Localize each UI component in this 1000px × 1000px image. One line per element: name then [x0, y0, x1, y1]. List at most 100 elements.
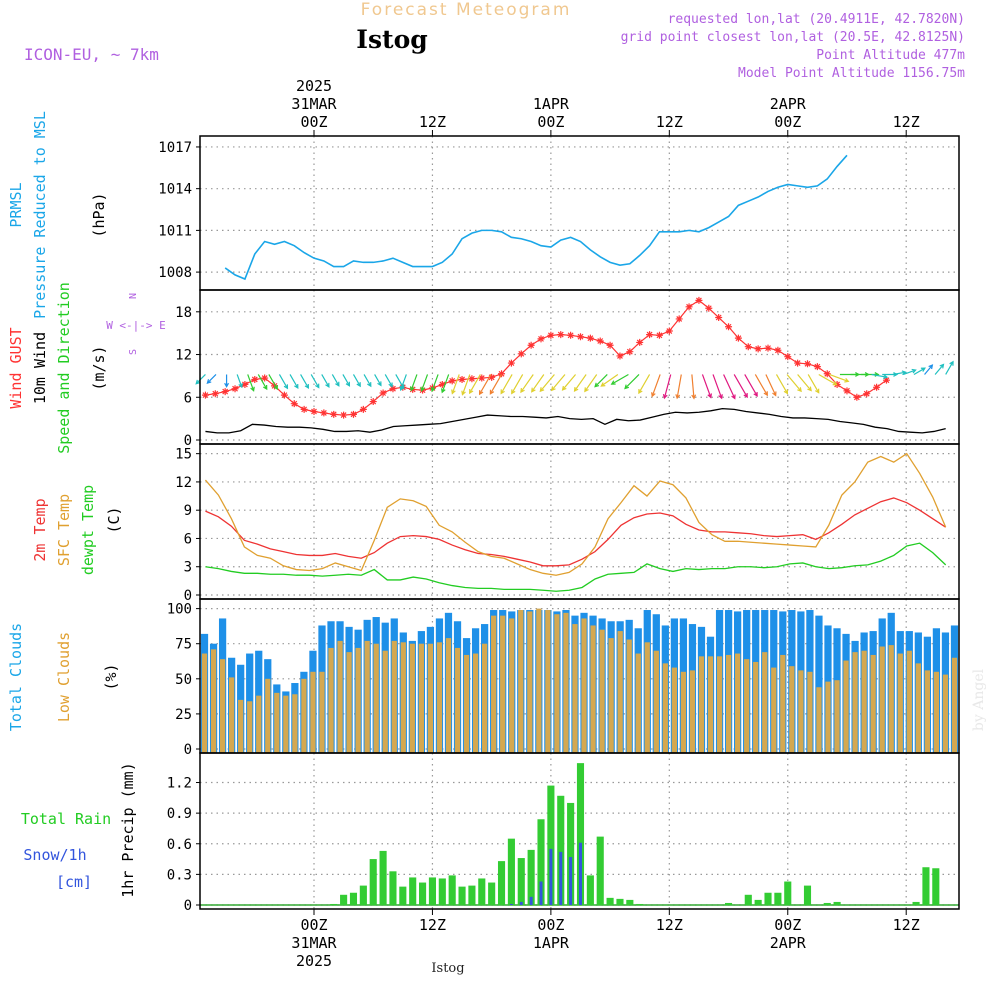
low-clouds-bar: [771, 667, 777, 753]
gust-marker: [537, 335, 545, 343]
rain-bar: [803, 885, 812, 905]
gust-marker: [221, 388, 229, 396]
y-tick-label: 50: [175, 672, 192, 688]
gust-marker: [873, 383, 881, 391]
rain-bar: [576, 763, 585, 905]
wind-speed-dir-label: Speed and Direction: [55, 282, 73, 454]
gust-marker: [853, 393, 861, 401]
station-title: Istog: [356, 25, 427, 54]
gust-marker: [340, 411, 348, 419]
low-clouds-bar: [418, 643, 424, 753]
rain-bar: [606, 897, 614, 905]
y-tick-label: 0.3: [167, 867, 192, 883]
rain-bar: [823, 902, 831, 905]
low-clouds-bar: [852, 652, 858, 753]
gust-marker: [794, 359, 802, 367]
gust-marker: [349, 410, 357, 418]
gust-marker: [468, 375, 476, 383]
gust-marker: [498, 370, 506, 378]
rain-bar: [626, 899, 634, 905]
gust-marker: [438, 380, 446, 388]
gust-marker: [280, 391, 288, 399]
gust-marker: [300, 405, 308, 413]
point-altitude: Point Altitude 477m: [816, 48, 965, 63]
bottom-time-label: 00Z: [537, 916, 564, 934]
low-clouds-bar: [753, 661, 759, 753]
gust-marker: [784, 353, 792, 361]
temp2m-label: 2m Temp: [31, 498, 49, 561]
gust-marker: [646, 331, 654, 339]
rain-bar: [340, 894, 348, 905]
grid-point-coords: grid point closest lon,lat (20.5E, 42.81…: [621, 30, 965, 45]
gust-marker: [616, 352, 624, 360]
rain-bar: [488, 882, 496, 905]
rain-bar: [399, 886, 407, 905]
gust-marker: [211, 390, 219, 398]
rain-bar: [428, 877, 436, 905]
sfc-temp-line: [204, 452, 947, 576]
low-clouds-bar: [671, 667, 677, 753]
wind-direction-arrow: [675, 374, 682, 400]
low-clouds-bar: [635, 653, 641, 753]
wind-direction-arrow: [754, 374, 768, 397]
rain-bar: [567, 802, 575, 905]
low-clouds-bar: [554, 614, 560, 753]
gust-marker: [665, 327, 673, 335]
wind-direction-arrow: [945, 360, 954, 375]
gust-marker: [261, 374, 269, 382]
top-time-label: 2APR: [770, 95, 807, 113]
y-tick-label: 15: [175, 447, 192, 463]
wind-direction-arrow: [723, 374, 736, 400]
top-time-label: 31MAR: [291, 95, 337, 113]
wind-direction-arrow: [374, 374, 382, 387]
y-tick-label: 0: [184, 433, 192, 449]
top-time-label: 12Z: [419, 113, 446, 131]
sfc-temp-label: SFC Temp: [55, 494, 73, 566]
gust-marker: [547, 331, 555, 339]
wind-direction-arrow: [300, 374, 310, 390]
wind-direction-arrow: [352, 374, 361, 388]
low-clouds-bar: [201, 653, 208, 753]
gust-marker: [517, 350, 525, 358]
snow-unit-label: [cm]: [56, 873, 92, 891]
rain-bar: [359, 885, 367, 905]
top-time-label: 00Z: [537, 113, 564, 131]
low-clouds-bar: [265, 678, 271, 753]
gust-marker: [882, 376, 890, 384]
wind-direction-arrow: [691, 374, 697, 400]
low-clouds-bar: [680, 671, 687, 753]
wind-unit-label: (m/s): [90, 345, 108, 390]
snow-bar: [509, 903, 513, 905]
low-clouds-bar: [780, 654, 786, 753]
wind-direction-arrow: [478, 374, 492, 396]
low-clouds-bar: [689, 670, 696, 753]
gust-marker: [527, 341, 535, 349]
total-rain-label: Total Rain: [21, 810, 111, 828]
wind-direction-arrow: [924, 364, 934, 375]
low-clouds-bar: [617, 631, 623, 753]
snow-bar: [578, 842, 582, 905]
gust-marker: [823, 370, 831, 378]
wind-direction-arrow: [733, 374, 748, 399]
gust-marker: [754, 345, 762, 353]
gust-marker: [320, 409, 328, 417]
wind-direction-arrow: [861, 372, 880, 377]
wind-direction-arrow: [321, 374, 330, 388]
wind-direction-arrow: [786, 374, 802, 393]
rain-bar: [754, 899, 762, 905]
super-title: Forecast Meteogram: [361, 0, 572, 20]
bottom-time-label: 12Z: [893, 916, 920, 934]
low-clouds-bar: [491, 615, 497, 753]
low-clouds-bar: [527, 611, 533, 753]
wind-direction-arrow: [584, 374, 598, 393]
low-clouds-bar: [825, 681, 831, 753]
gust-marker: [369, 398, 377, 406]
gust-marker: [695, 296, 703, 304]
y-tick-label: 6: [184, 390, 192, 406]
low-clouds-bar: [807, 671, 813, 753]
low-clouds-bar: [500, 615, 506, 753]
wind-direction-arrow: [268, 374, 278, 391]
wind-direction-arrow: [430, 374, 439, 393]
gust-marker: [813, 363, 821, 371]
rain-bar: [330, 903, 338, 905]
